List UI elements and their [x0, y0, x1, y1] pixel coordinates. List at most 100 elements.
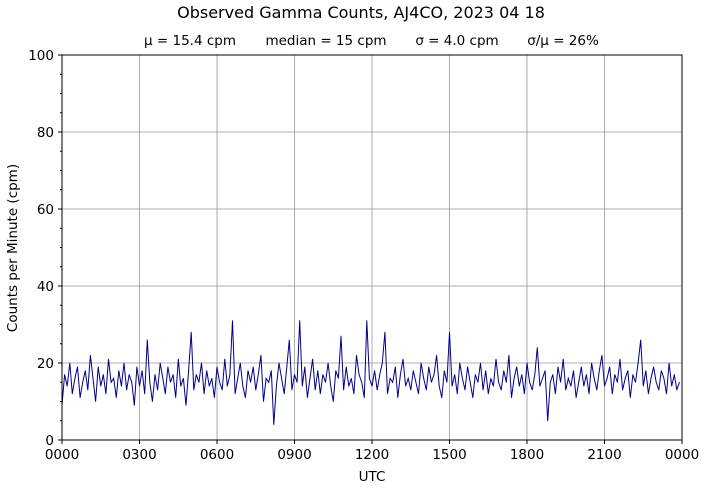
data-point	[188, 370, 189, 372]
data-point	[270, 370, 272, 372]
data-point	[397, 397, 399, 399]
data-point	[250, 381, 251, 383]
data-point	[650, 378, 652, 379]
data-point	[66, 385, 68, 387]
data-point	[513, 378, 515, 379]
data-point	[247, 370, 249, 372]
data-point	[668, 362, 670, 364]
data-point	[185, 404, 187, 406]
subtitle-stddev: σ = 4.0 cpm	[415, 33, 498, 49]
data-point	[350, 378, 352, 379]
data-point	[195, 374, 197, 375]
data-point	[154, 374, 156, 375]
data-point	[219, 381, 220, 383]
data-point	[542, 378, 543, 379]
data-point	[95, 401, 96, 402]
data-point	[619, 358, 621, 360]
data-point	[371, 385, 373, 387]
data-point	[611, 393, 613, 395]
data-point	[438, 385, 440, 387]
data-point	[278, 362, 280, 364]
data-point	[480, 362, 481, 364]
data-point	[560, 381, 561, 383]
data-point	[407, 378, 409, 379]
data-point	[500, 389, 502, 391]
data-point	[369, 378, 370, 379]
data-point	[645, 370, 647, 372]
data-point	[281, 378, 282, 379]
data-point	[635, 381, 636, 383]
data-point	[374, 370, 375, 372]
data-point	[348, 385, 350, 387]
data-point	[443, 370, 445, 372]
data-point	[552, 374, 554, 375]
data-point	[505, 381, 507, 383]
data-point	[663, 378, 665, 379]
data-point	[562, 358, 564, 360]
data-point	[294, 374, 295, 375]
y-tick-label: 100	[28, 48, 54, 64]
data-point	[102, 374, 104, 375]
data-point	[536, 347, 538, 348]
data-point	[141, 370, 143, 372]
y-tick-label: 60	[37, 202, 54, 218]
data-point	[495, 358, 497, 360]
data-point	[309, 378, 311, 379]
data-point	[433, 374, 435, 375]
data-point	[632, 374, 634, 375]
data-point	[622, 389, 623, 391]
data-point	[474, 374, 476, 375]
data-point	[343, 389, 344, 391]
data-point	[358, 374, 360, 375]
data-point	[604, 385, 605, 387]
data-point	[257, 374, 259, 375]
data-point	[74, 378, 76, 379]
data-point	[609, 366, 611, 368]
data-point	[394, 366, 396, 368]
data-point	[327, 362, 329, 364]
data-point	[418, 393, 419, 395]
data-point	[459, 362, 461, 364]
data-point	[136, 366, 138, 368]
data-point	[431, 381, 432, 383]
data-point	[299, 320, 301, 322]
y-tick-label: 80	[37, 125, 54, 141]
data-point	[555, 393, 556, 395]
counts-line	[61, 320, 680, 425]
data-point	[177, 358, 179, 360]
data-point	[317, 370, 319, 372]
data-point	[598, 370, 600, 372]
data-point	[146, 339, 148, 341]
data-point	[90, 354, 91, 356]
data-point	[565, 389, 567, 391]
data-point	[482, 389, 484, 391]
data-point	[234, 393, 236, 395]
data-point	[637, 362, 639, 364]
data-point	[467, 366, 468, 368]
data-point	[276, 385, 277, 387]
data-point	[203, 393, 205, 395]
data-point	[606, 378, 608, 379]
data-point	[319, 393, 321, 395]
grid	[62, 55, 682, 440]
data-point	[487, 393, 489, 395]
data-point	[268, 381, 270, 383]
x-tick-label: 1500	[432, 447, 466, 463]
data-point	[216, 366, 218, 368]
data-point	[575, 397, 577, 399]
data-point	[658, 389, 660, 391]
data-point	[387, 393, 388, 395]
data-point	[624, 378, 626, 379]
data-point	[526, 362, 528, 364]
data-point	[400, 374, 401, 375]
data-point	[162, 378, 164, 379]
data-point	[363, 397, 365, 399]
data-point	[64, 374, 65, 375]
data-point	[260, 354, 262, 356]
data-point	[263, 401, 264, 402]
data-point	[79, 397, 81, 399]
data-point	[524, 393, 525, 395]
data-point	[655, 381, 657, 383]
y-tick-label: 40	[37, 279, 54, 295]
